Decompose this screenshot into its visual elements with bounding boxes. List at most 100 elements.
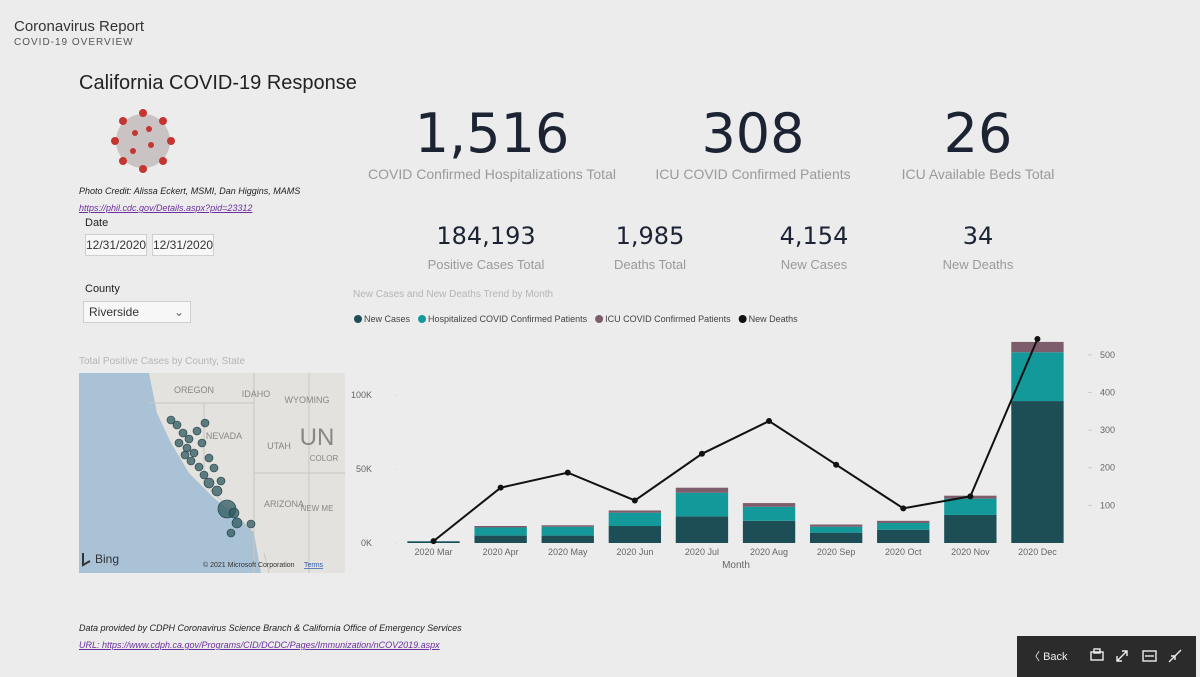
bar-segment (944, 498, 997, 515)
line-point (833, 461, 840, 468)
bar-segment (1011, 341, 1064, 353)
line-point (430, 538, 437, 545)
bar-segment (809, 524, 863, 527)
y-tick-label: 50K (356, 464, 372, 474)
line-point (698, 450, 705, 457)
bar-segment (474, 525, 527, 528)
legend-label: Hospitalized COVID Confirmed Patients (428, 314, 588, 324)
line-point (900, 505, 907, 512)
toolbar: 〈 Back (1017, 636, 1196, 677)
map-label: IDAHO (242, 389, 271, 399)
legend-marker (738, 315, 747, 323)
y2-tick-label: 100 (1100, 500, 1115, 510)
line (432, 338, 1039, 542)
map[interactable]: OREGON IDAHO WYOMING NEVADA UTAH COLOR UN ARIZO… (79, 373, 345, 573)
bar-segment (541, 535, 594, 543)
map-copyright: © 2021 Microsoft Corporation (203, 561, 295, 569)
map-label: NEVADA (206, 431, 242, 441)
bar-segment (742, 520, 796, 543)
x-tick-label: 2020 Aug (750, 547, 788, 557)
y2-tick-label: 300 (1100, 425, 1115, 435)
kpi-value: 184,193 (436, 222, 536, 250)
photo-link[interactable]: https://phil.cdc.gov/Details.aspx?pid=23… (79, 203, 253, 213)
x-tick-label: 2020 Dec (1018, 547, 1057, 557)
bar-segment (541, 525, 594, 527)
map-title: Total Positive Cases by County, State (79, 356, 246, 367)
legend-label: New Deaths (749, 314, 799, 324)
map-bubbles (166, 415, 256, 538)
y2-tick-label: 400 (1100, 387, 1115, 397)
bar-segment (675, 516, 729, 543)
x-tick-label: 2020 Apr (483, 547, 519, 557)
bar-segment (1011, 401, 1064, 543)
dropdown-arrow: ⌄ (173, 305, 184, 319)
map-ocean (79, 373, 261, 573)
y2-tick-label: 500 (1100, 350, 1115, 360)
x-tick-label: 2020 May (548, 547, 588, 557)
kpi-label: Deaths Total (613, 257, 687, 272)
back-button[interactable]: 〈 Back (1029, 651, 1068, 663)
date-label: Date (85, 217, 109, 229)
x-tick-label: 2020 Oct (885, 547, 922, 557)
kpi-label: ICU Available Beds Total (901, 166, 1055, 182)
bar-segment (809, 526, 863, 533)
date-start[interactable]: 12/31/2020 (85, 234, 147, 256)
map-label: ARIZONA (264, 499, 304, 509)
legend-label: ICU COVID Confirmed Patients (605, 314, 731, 324)
line-point (967, 493, 974, 500)
bar-segment (877, 529, 930, 543)
county-value: Riverside (89, 305, 140, 319)
map-label: OREGON (174, 385, 214, 395)
map-label: UN (300, 424, 335, 451)
y-tick-label: 0K (361, 538, 372, 548)
bar-segment (1011, 352, 1064, 402)
bar-segment (675, 492, 729, 517)
map-label: COLOR (310, 454, 339, 463)
bar-segment (877, 520, 930, 524)
map-provider: Bing (95, 552, 119, 566)
x-tick-label: 2020 Nov (951, 547, 990, 557)
bing-logo (82, 553, 91, 567)
bar-segment (742, 506, 796, 521)
bar-segment (474, 535, 527, 543)
chart: New Cases and New Deaths Trend by Month … (351, 289, 1115, 571)
kpi-label: New Cases (780, 257, 848, 272)
line-point (1034, 336, 1041, 343)
legend-label: New Cases (364, 314, 411, 324)
footer-url[interactable]: URL: https://www.cdph.ca.gov/Programs/CI… (79, 640, 440, 650)
toolbar-icons[interactable] (1089, 646, 1189, 666)
kpi-value: 308 (701, 102, 805, 165)
footer-source: Data provided by CDPH Coronavirus Scienc… (79, 623, 462, 633)
back-label: Back (1043, 651, 1068, 663)
y2-tick-label: 200 (1100, 463, 1115, 473)
map-label: NEW ME (301, 504, 334, 513)
bar-segment (608, 512, 662, 526)
kpi-value: 1,985 (615, 222, 685, 250)
legend-marker (595, 315, 604, 323)
x-tick-label: 2020 Jul (685, 547, 719, 557)
x-tick-label: 2020 Sep (817, 547, 856, 557)
kpi-value: 34 (962, 222, 994, 250)
date-end[interactable]: 12/31/2020 (152, 234, 214, 256)
bar-segment (877, 523, 930, 530)
bar-segment (675, 487, 729, 493)
line-point (766, 418, 773, 425)
county-dropdown[interactable]: Riverside ⌄ (83, 301, 191, 323)
kpi-label: COVID Confirmed Hospitalizations Total (368, 166, 616, 182)
report-subtitle: COVID-19 OVERVIEW (14, 37, 134, 48)
x-tick-label: 2020 Mar (415, 547, 453, 557)
bar-segment (608, 510, 662, 513)
report-title: Coronavirus Report (14, 18, 145, 35)
photo-credit: Photo Credit: Alissa Eckert, MSMI, Dan H… (79, 186, 301, 196)
kpi-label: Positive Cases Total (427, 257, 545, 272)
bar-segment (541, 526, 594, 536)
legend-marker (418, 315, 427, 323)
line-point (564, 469, 571, 476)
kpi-label: New Deaths (942, 257, 1014, 272)
kpi-label: ICU COVID Confirmed Patients (655, 166, 851, 182)
chart-title: New Cases and New Deaths Trend by Month (353, 289, 553, 300)
line-point (631, 497, 638, 504)
bar-segment (742, 503, 796, 507)
bar-segment (474, 527, 527, 536)
